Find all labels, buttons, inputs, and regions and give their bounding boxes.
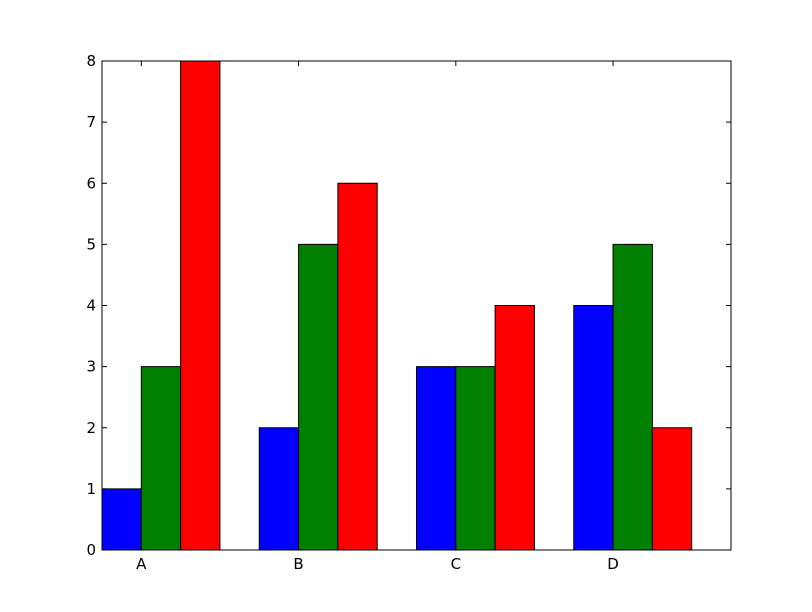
y-tick-label: 5 bbox=[86, 235, 96, 253]
bar-B-series-2 bbox=[298, 243, 339, 551]
y-tick-label: 0 bbox=[86, 541, 96, 559]
bar-A-series-3 bbox=[180, 60, 221, 551]
bars-layer bbox=[101, 60, 693, 551]
x-tick-label: B bbox=[293, 555, 303, 573]
y-tick-label: 8 bbox=[86, 52, 96, 70]
y-tick-label: 1 bbox=[86, 480, 96, 498]
bar-A-series-1 bbox=[101, 488, 142, 551]
labels-layer: 0 1 2 3 4 5 6 7 8 A B C D bbox=[86, 52, 618, 573]
bar-C-series-3 bbox=[494, 305, 535, 551]
y-tick-label: 7 bbox=[86, 113, 96, 131]
bar-A-series-2 bbox=[140, 366, 182, 551]
y-tick-label: 4 bbox=[86, 297, 96, 315]
bar-B-series-3 bbox=[337, 182, 378, 551]
bar-C-series-1 bbox=[416, 366, 457, 551]
y-tick-label: 6 bbox=[86, 174, 96, 192]
x-tick-label: D bbox=[607, 555, 619, 573]
x-tick-label: A bbox=[136, 555, 147, 573]
bar-D-series-2 bbox=[612, 243, 653, 551]
bar-D-series-1 bbox=[573, 305, 614, 551]
x-tick-label: C bbox=[451, 555, 461, 573]
bar-D-series-3 bbox=[651, 427, 693, 551]
bar-C-series-2 bbox=[455, 366, 496, 551]
y-tick-label: 3 bbox=[86, 358, 96, 376]
plot-frame bbox=[101, 60, 732, 551]
y-tick-label: 2 bbox=[86, 419, 96, 437]
bar-B-series-1 bbox=[258, 427, 300, 551]
